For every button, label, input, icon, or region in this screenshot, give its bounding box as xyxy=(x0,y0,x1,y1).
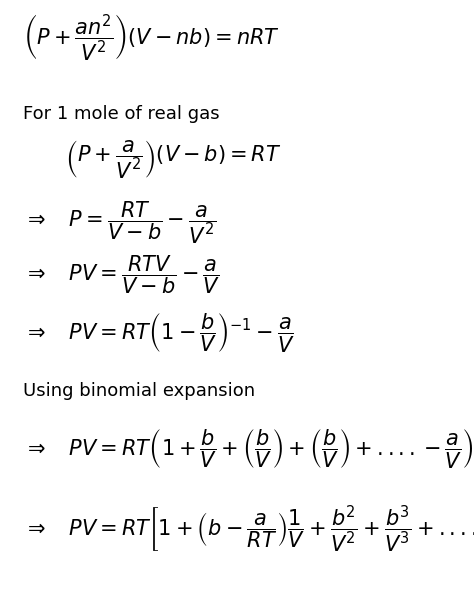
Text: $\Rightarrow \quad P = \dfrac{RT}{V-b} - \dfrac{a}{V^2}$: $\Rightarrow \quad P = \dfrac{RT}{V-b} -… xyxy=(23,200,216,247)
Text: Using binomial expansion: Using binomial expansion xyxy=(23,382,255,400)
Text: $\Rightarrow \quad PV = RT\left(1 + \dfrac{b}{V} + \left(\dfrac{b}{V}\right) + \: $\Rightarrow \quad PV = RT\left(1 + \dfr… xyxy=(23,427,474,470)
Text: $\left(P + \dfrac{an^2}{V^2}\right)(V - nb) = nRT$: $\left(P + \dfrac{an^2}{V^2}\right)(V - … xyxy=(23,13,280,64)
Text: $\left(P + \dfrac{a}{V^2}\right)(V - b) = RT$: $\left(P + \dfrac{a}{V^2}\right)(V - b) … xyxy=(65,138,282,181)
Text: $\Rightarrow \quad PV = RT\left[1 + \left(b - \dfrac{a}{RT}\right)\dfrac{1}{V} +: $\Rightarrow \quad PV = RT\left[1 + \lef… xyxy=(23,504,474,555)
Text: For 1 mole of real gas: For 1 mole of real gas xyxy=(23,105,220,122)
Text: $\Rightarrow \quad PV = RT\left(1 - \dfrac{b}{V}\right)^{-1} - \dfrac{a}{V}$: $\Rightarrow \quad PV = RT\left(1 - \dfr… xyxy=(23,311,295,355)
Text: $\Rightarrow \quad PV = \dfrac{RTV}{V-b} - \dfrac{a}{V}$: $\Rightarrow \quad PV = \dfrac{RTV}{V-b}… xyxy=(23,254,220,296)
